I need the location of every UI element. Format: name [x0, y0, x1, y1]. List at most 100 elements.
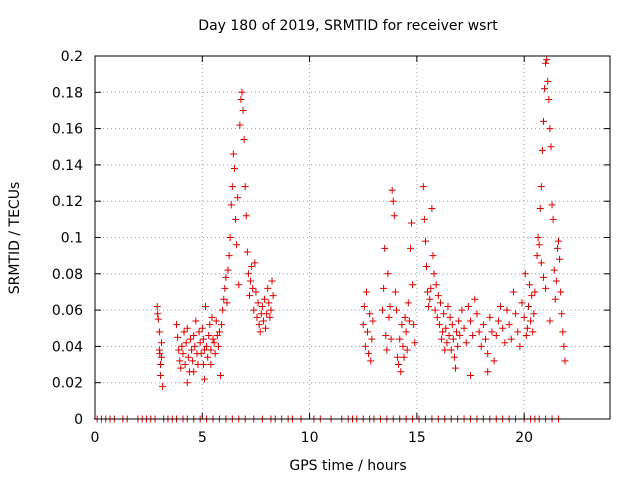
data-point [526, 281, 534, 289]
data-point [226, 234, 234, 241]
plot-frame [94, 55, 611, 420]
data-point [229, 150, 237, 158]
data-point [462, 339, 470, 347]
data-point [549, 215, 557, 223]
data-point [240, 135, 248, 143]
data-point [516, 342, 524, 350]
data-point [225, 252, 233, 260]
data-point [501, 339, 509, 347]
data-point [241, 183, 249, 191]
data-point [411, 339, 419, 347]
data-point [402, 328, 410, 336]
data-point [197, 350, 205, 358]
data-point [196, 339, 204, 347]
data-point [530, 310, 538, 318]
data-point [423, 263, 431, 271]
data-point [156, 361, 164, 369]
data-point [475, 328, 483, 336]
data-point [542, 59, 550, 67]
data-point [250, 306, 258, 314]
data-point [258, 302, 266, 310]
data-point [408, 219, 416, 227]
data-point [490, 357, 498, 365]
data-point [547, 143, 555, 151]
data-point [396, 335, 404, 343]
data-point [399, 342, 407, 350]
data-point [213, 332, 221, 340]
data-point [230, 165, 238, 173]
y-tick-label: 0.02 [52, 376, 83, 392]
data-point [227, 201, 235, 209]
data-point [553, 244, 561, 252]
data-point [534, 234, 542, 241]
data-point [561, 357, 569, 365]
data-point [200, 375, 208, 383]
x-tick-label: 15 [408, 430, 426, 446]
data-point [509, 288, 517, 296]
data-point [381, 244, 389, 252]
y-tick-label: 0.04 [52, 339, 83, 355]
data-point [364, 328, 372, 336]
data-point [445, 332, 453, 340]
data-point [456, 332, 464, 340]
data-point [560, 342, 568, 350]
y-axis-label: SRMTID / TECUs [7, 182, 23, 295]
data-point [249, 284, 257, 292]
data-point [410, 321, 418, 329]
data-point [426, 295, 434, 303]
data-point [533, 252, 541, 260]
data-point [450, 353, 458, 361]
data-point [361, 342, 369, 350]
data-point [392, 306, 400, 314]
data-point [211, 350, 219, 358]
data-point [207, 361, 215, 369]
data-point [237, 96, 245, 104]
data-point [190, 332, 198, 340]
data-point [186, 335, 194, 343]
data-point [156, 371, 164, 379]
data-point [379, 306, 387, 314]
data-point [559, 328, 567, 336]
data-point [443, 339, 451, 347]
data-point [555, 237, 562, 245]
data-point [256, 328, 264, 336]
data-point [208, 313, 216, 321]
data-point [467, 317, 475, 325]
data-point [253, 313, 261, 321]
data-point [505, 321, 513, 329]
data-point [267, 306, 275, 314]
data-point [178, 342, 186, 350]
data-point [252, 288, 260, 296]
data-point [219, 306, 227, 314]
data-point [523, 324, 531, 332]
data-point [538, 146, 546, 154]
y-tick-label: 0.1 [61, 231, 83, 247]
data-point [548, 201, 556, 209]
data-point [384, 270, 392, 278]
data-point [551, 295, 559, 303]
data-point [386, 302, 394, 310]
data-point [435, 321, 443, 329]
data-point [425, 302, 433, 310]
data-point [387, 335, 395, 343]
data-point [557, 288, 565, 296]
data-point [484, 368, 492, 376]
data-point [428, 204, 436, 212]
data-point [427, 284, 435, 292]
data-point [212, 317, 220, 325]
data-point [535, 241, 543, 249]
data-point [482, 335, 490, 343]
data-point [200, 346, 208, 354]
data-point [255, 321, 263, 329]
data-point [221, 284, 229, 292]
data-point [438, 335, 446, 343]
data-point [203, 342, 211, 350]
data-point [223, 299, 231, 307]
data-point [154, 310, 162, 318]
data-point [182, 339, 190, 347]
data-point [239, 106, 247, 114]
data-point [394, 353, 402, 361]
data-point [210, 339, 218, 347]
data-point [424, 288, 432, 296]
y-tick-label: 0.16 [52, 122, 83, 138]
